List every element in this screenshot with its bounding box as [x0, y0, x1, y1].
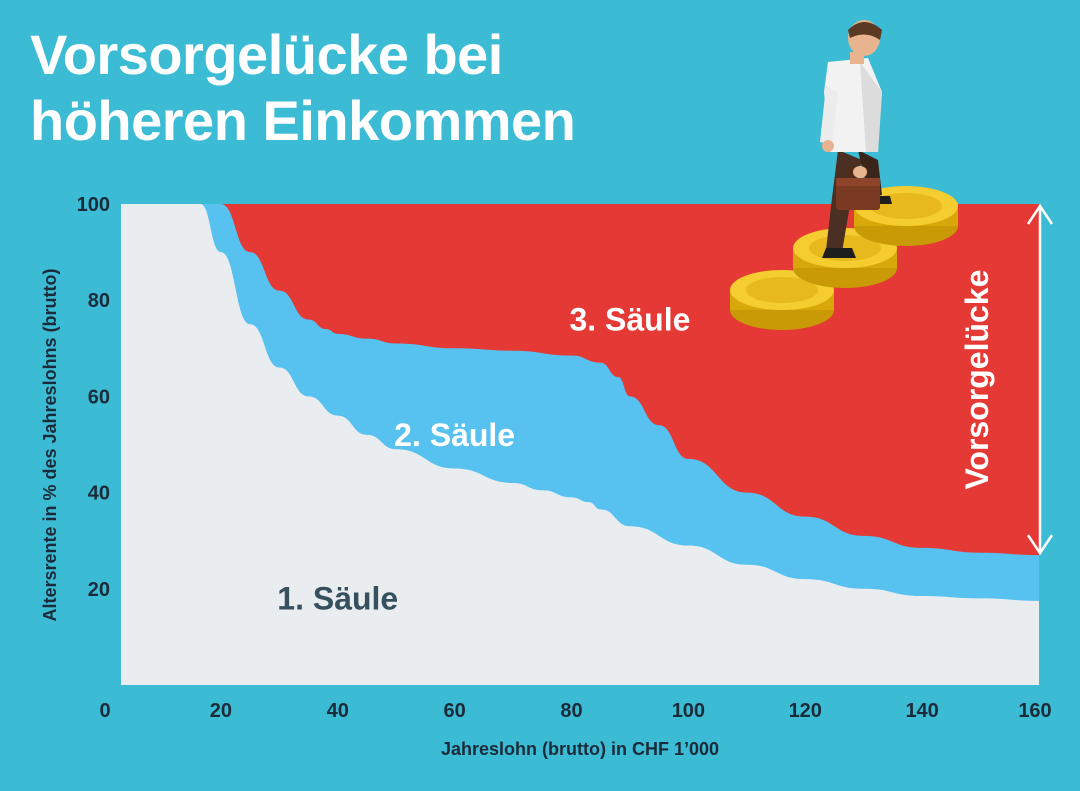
y-axis-label: Altersrente in % des Jahreslohns (brutto…	[40, 268, 60, 621]
x-tick-label: 100	[672, 700, 705, 722]
gap-arrow-head-top	[1026, 203, 1054, 225]
title-line-1: Vorsorgelücke bei	[30, 23, 503, 86]
plot-areas	[121, 204, 1039, 685]
vorsorgeluecke-marker: Vorsorgelücke	[959, 203, 1054, 556]
y-tick-label: 80	[88, 290, 110, 312]
x-axis-label: Jahreslohn (brutto) in CHF 1’000	[441, 739, 719, 759]
y-tick-label: 60	[88, 386, 110, 408]
label-saeule-2: 2. Säule	[394, 417, 515, 453]
title-line-2: höheren Einkommen	[30, 89, 576, 152]
x-tick-label: 0	[99, 700, 110, 722]
page-title: Vorsorgelücke bei höheren Einkommen	[30, 22, 576, 154]
x-tick-label: 80	[560, 700, 582, 722]
y-tick-label: 40	[88, 483, 110, 505]
y-tick-labels: 20 40 60 80 100	[77, 194, 110, 601]
label-vorsorgeluecke: Vorsorgelücke	[959, 270, 995, 490]
x-tick-label: 120	[789, 700, 822, 722]
gap-arrow-head-bottom	[1026, 534, 1054, 556]
label-saeule-3: 3. Säule	[569, 301, 690, 337]
businessman-illustration	[730, 20, 958, 330]
x-tick-label: 160	[1018, 700, 1051, 722]
x-tick-label: 40	[327, 700, 349, 722]
saeule-1-area	[121, 204, 1039, 685]
x-tick-label: 140	[905, 700, 938, 722]
x-tick-label: 20	[210, 700, 232, 722]
y-tick-label: 100	[77, 194, 110, 216]
x-tick-label: 60	[444, 700, 466, 722]
y-tick-label: 20	[88, 579, 110, 601]
x-tick-labels: 0 20 40 60 80 100 120 140 160	[99, 700, 1051, 722]
label-saeule-1: 1. Säule	[277, 580, 398, 616]
